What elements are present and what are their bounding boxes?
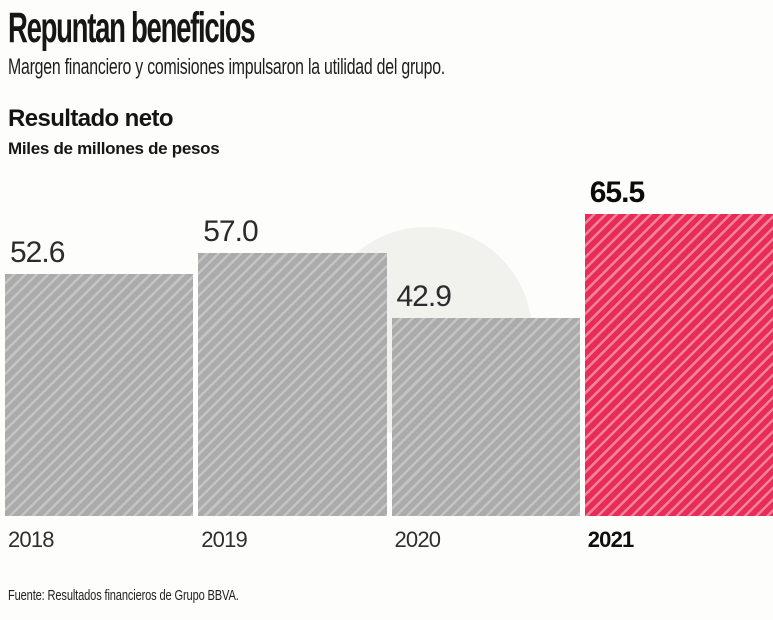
bar-chart: 52.6 2018 57.0 2019 42.9 2020 65.5 2021 [0,178,773,552]
value-label-2021: 65.5 [589,176,645,209]
bar-column-2020: 42.9 2020 [391,214,580,552]
bar-2020: 42.9 [391,282,580,516]
bar-column-2019: 57.0 2019 [198,214,387,552]
value-label-2019: 57.0 [203,215,258,249]
bar-column-2021: 65.5 2021 [584,178,773,552]
bar-area-2020: 42.9 [391,214,580,516]
bars-container: 52.6 2018 57.0 2019 42.9 2020 65.5 2021 [0,178,773,552]
source-note: Fuente: Resultados financieros de Grupo … [8,587,239,604]
axis-label-2018: 2018 [8,527,55,552]
page-subtitle: Margen financiero y comisiones impulsaro… [8,54,445,79]
chart-unit-label: Miles de millones de pesos [8,139,220,158]
axis-label-2021: 2021 [587,527,635,552]
page-title: Repuntan beneficios [8,4,256,52]
bar-2019: 57.0 [198,217,387,516]
axis-label-2020: 2020 [394,527,442,552]
value-label-2018: 52.6 [10,235,65,269]
bar-2018: 52.6 [5,237,194,516]
bar-area-2021: 65.5 [584,178,773,516]
bar-column-2018: 52.6 2018 [5,214,194,552]
bar-area-2018: 52.6 [5,214,194,516]
axis-label-2019: 2019 [201,527,248,552]
chart-title: Resultado neto [8,105,174,132]
value-label-2020: 42.9 [396,280,452,314]
bar-area-2019: 57.0 [198,214,387,516]
bar-2021: 65.5 [584,178,773,516]
